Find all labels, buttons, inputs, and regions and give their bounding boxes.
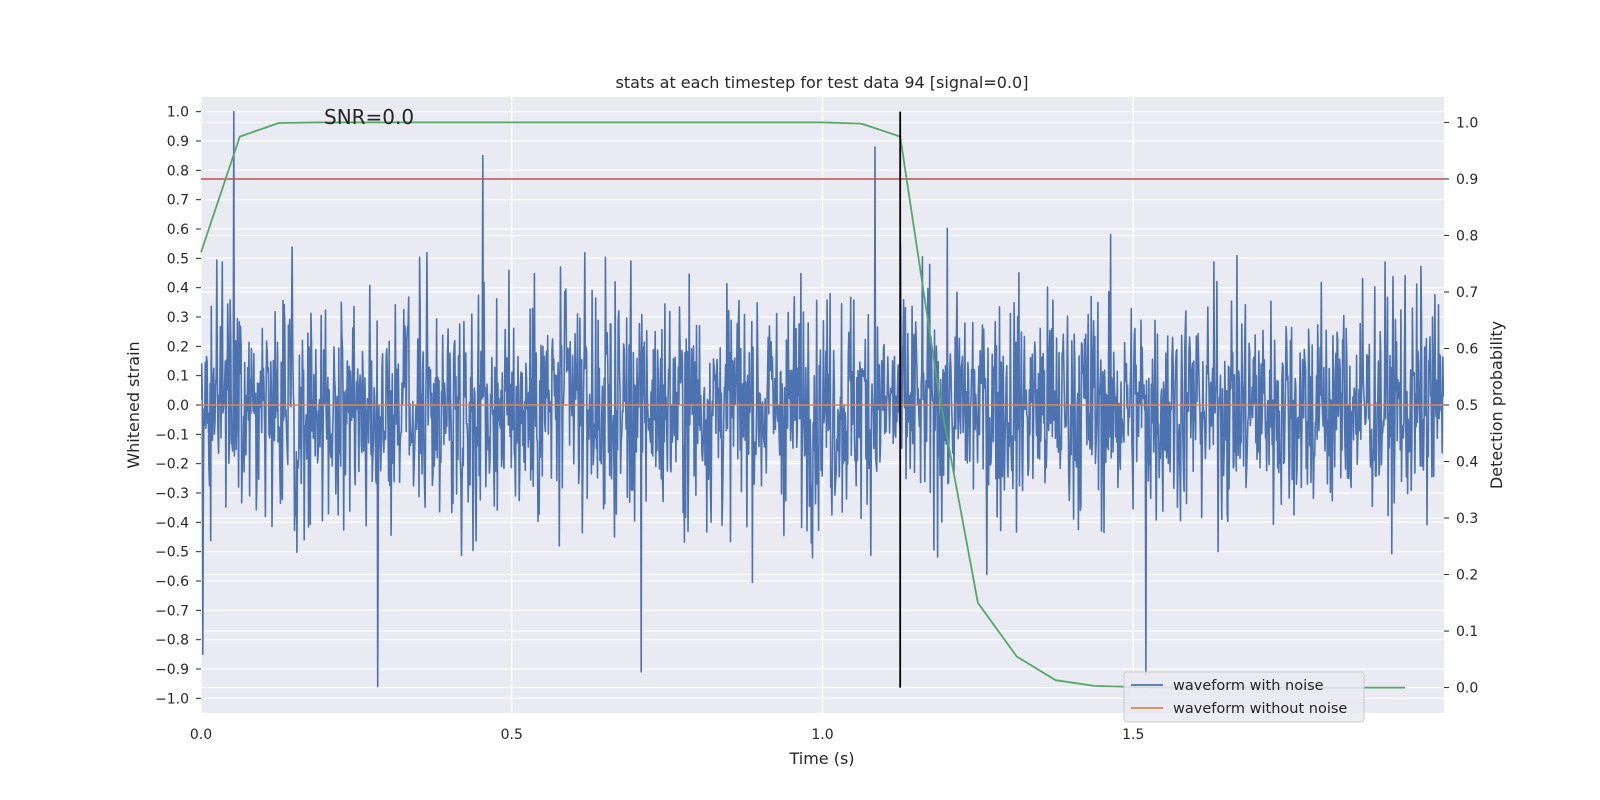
series-line-waveform-with-noise	[201, 110, 1444, 688]
y-tick-label-left: −1.0	[155, 691, 189, 707]
y-tick-label-left: −0.3	[155, 486, 189, 502]
y-axis-label-right: Detection probability	[1487, 321, 1506, 489]
y-tick-label-left: −0.2	[155, 457, 189, 473]
y-tick-label-left: −0.7	[155, 603, 189, 619]
y-tick-label-left: −0.8	[155, 633, 189, 649]
y-tick-label-right: 0.5	[1456, 398, 1478, 414]
y-tick-label-left: 0.7	[167, 193, 189, 209]
y-tick-label-left: 0.6	[167, 222, 189, 238]
y-tick-label-right: 0.1	[1456, 624, 1478, 640]
x-tick-label: 1.0	[811, 727, 833, 743]
y-tick-label-left: 0.0	[167, 398, 189, 414]
y-tick-label-left: −0.9	[155, 662, 189, 678]
y-tick-label-left: −0.4	[155, 515, 189, 531]
chart-title: stats at each timestep for test data 94 …	[616, 73, 1029, 92]
y-tick-label-left: 0.4	[167, 281, 189, 297]
x-tick-label: 1.5	[1122, 727, 1144, 743]
y-axis-label-left: Whitened strain	[124, 341, 143, 468]
y-tick-label-left: 0.2	[167, 339, 189, 355]
y-tick-label-left: 0.3	[167, 310, 189, 326]
legend-box	[1123, 671, 1365, 723]
y-tick-label-right: 0.8	[1456, 228, 1478, 244]
snr-annotation: SNR=0.0	[324, 105, 414, 129]
y-tick-label-right: 0.4	[1456, 455, 1478, 471]
y-tick-label-left: −0.5	[155, 545, 189, 561]
y-tick-label-right: 1.0	[1456, 115, 1478, 131]
y-tick-label-left: 0.8	[167, 163, 189, 179]
x-axis-label: Time (s)	[788, 749, 854, 768]
y-tick-label-right: 0.7	[1456, 285, 1478, 301]
legend: waveform with noise waveform without noi…	[1123, 671, 1365, 723]
y-tick-label-left: 0.1	[167, 369, 189, 385]
y-tick-label-right: 0.0	[1456, 681, 1478, 697]
legend-label-noise: waveform with noise	[1173, 678, 1324, 694]
y-tick-label-left: 0.5	[167, 251, 189, 267]
y-tick-label-left: −0.1	[155, 427, 189, 443]
x-tick-label: 0.0	[190, 727, 212, 743]
y-tick-label-right: 0.2	[1456, 568, 1478, 584]
y-tick-label-right: 0.3	[1456, 511, 1478, 527]
y-tick-label-right: 0.6	[1456, 341, 1478, 357]
y-tick-label-right: 0.9	[1456, 172, 1478, 188]
legend-label-clean: waveform without noise	[1173, 701, 1347, 717]
y-tick-label-left: 0.9	[167, 134, 189, 150]
y-tick-label-left: 1.0	[167, 105, 189, 121]
x-tick-label: 0.5	[501, 727, 523, 743]
y-tick-label-left: −0.6	[155, 574, 189, 590]
